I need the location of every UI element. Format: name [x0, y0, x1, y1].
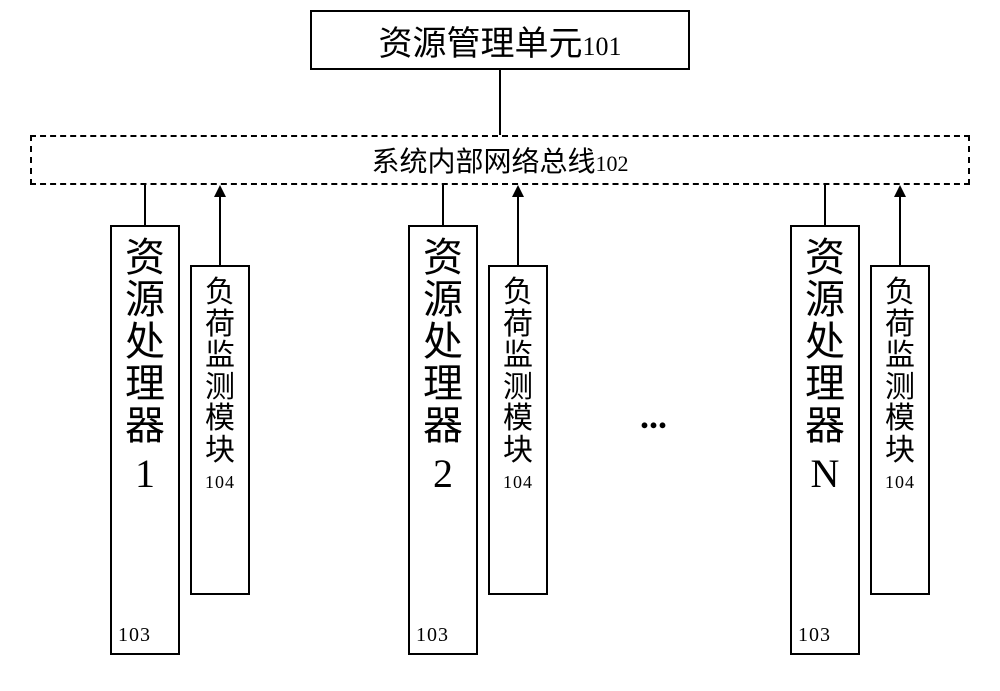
load-monitor-label-n: 负 荷 监 测 模 块: [885, 277, 915, 466]
system-bus-box: 系统内部网络总线102: [30, 135, 970, 185]
connector-bus-to-proc-n: [824, 185, 826, 225]
load-monitor-id-n: 104: [885, 472, 915, 493]
processor-label-n: 资 源 处 理 器 N: [805, 237, 845, 495]
connector-monitor-n: [899, 197, 901, 265]
diagram-canvas: 资源管理单元101 系统内部网络总线102 负 荷 监 测 模 块 104 资 …: [0, 0, 1000, 691]
load-monitor-box-2: 负 荷 监 测 模 块 104: [488, 265, 548, 595]
processor-box-2: 资 源 处 理 器 2 103: [408, 225, 478, 655]
connector-bus-to-proc-2: [442, 185, 444, 225]
connector-top-to-bus: [499, 70, 501, 135]
ellipsis: ...: [640, 395, 667, 437]
load-monitor-box-n: 负 荷 监 测 模 块 104: [870, 265, 930, 595]
processor-box-1: 资 源 处 理 器 1 103: [110, 225, 180, 655]
processor-id-1: 103: [118, 624, 151, 647]
arrow-monitor-2: [512, 185, 524, 197]
connector-monitor-1: [219, 197, 221, 265]
processor-box-n: 资 源 处 理 器 N 103: [790, 225, 860, 655]
processor-id-n: 103: [798, 624, 831, 647]
processor-label-2: 资 源 处 理 器 2: [423, 237, 463, 495]
arrow-monitor-1: [214, 185, 226, 197]
system-bus-label: 系统内部网络总线102: [371, 140, 628, 180]
processor-id-2: 103: [416, 624, 449, 647]
processor-label-1: 资 源 处 理 器 1: [125, 237, 165, 495]
connector-bus-to-proc-1: [144, 185, 146, 225]
load-monitor-id-2: 104: [503, 472, 533, 493]
load-monitor-box-1: 负 荷 监 测 模 块 104: [190, 265, 250, 595]
arrow-monitor-n: [894, 185, 906, 197]
resource-mgmt-unit-box: 资源管理单元101: [310, 10, 690, 70]
load-monitor-id-1: 104: [205, 472, 235, 493]
load-monitor-label-2: 负 荷 监 测 模 块: [503, 277, 533, 466]
load-monitor-label-1: 负 荷 监 测 模 块: [205, 277, 235, 466]
resource-mgmt-unit-label: 资源管理单元101: [379, 16, 622, 65]
connector-monitor-2: [517, 197, 519, 265]
